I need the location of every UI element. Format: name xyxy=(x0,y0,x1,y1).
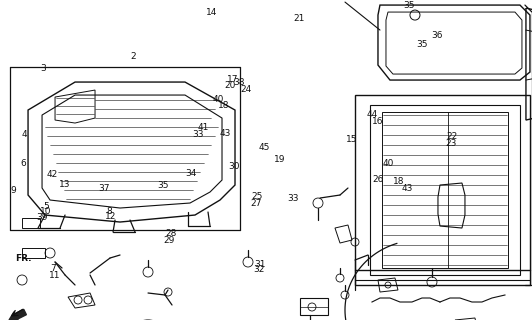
Text: 4: 4 xyxy=(21,130,27,139)
Text: 11: 11 xyxy=(49,271,61,280)
Text: 8: 8 xyxy=(106,207,112,216)
Text: 12: 12 xyxy=(105,212,116,221)
Text: 9: 9 xyxy=(11,186,16,195)
Text: 39: 39 xyxy=(36,213,48,222)
Text: 15: 15 xyxy=(346,135,358,144)
Text: 21: 21 xyxy=(293,14,304,23)
Text: 33: 33 xyxy=(287,194,299,203)
Text: 32: 32 xyxy=(253,265,264,274)
Text: 22: 22 xyxy=(447,132,458,141)
Text: 43: 43 xyxy=(220,129,231,138)
Text: 36: 36 xyxy=(431,31,443,40)
Text: 2: 2 xyxy=(130,52,136,60)
Text: 23: 23 xyxy=(446,139,457,148)
Text: 18: 18 xyxy=(218,101,230,110)
Text: 34: 34 xyxy=(185,169,196,178)
Text: 33: 33 xyxy=(193,130,204,139)
Text: 19: 19 xyxy=(274,155,286,164)
Text: 14: 14 xyxy=(206,8,217,17)
Text: 40: 40 xyxy=(213,95,224,104)
Text: 7: 7 xyxy=(51,264,56,273)
Text: 30: 30 xyxy=(229,162,240,171)
Text: 41: 41 xyxy=(198,123,209,132)
Text: 28: 28 xyxy=(165,229,176,238)
Text: 20: 20 xyxy=(225,81,236,90)
Text: 25: 25 xyxy=(252,192,263,201)
Text: 24: 24 xyxy=(240,85,251,94)
Text: 6: 6 xyxy=(20,159,26,168)
FancyArrow shape xyxy=(9,309,27,320)
Text: 26: 26 xyxy=(372,175,384,184)
Text: 43: 43 xyxy=(402,184,413,193)
Text: 17: 17 xyxy=(227,75,238,84)
Text: 40: 40 xyxy=(383,159,394,168)
Text: 27: 27 xyxy=(250,199,261,208)
Text: 44: 44 xyxy=(367,110,378,119)
Text: 42: 42 xyxy=(47,170,58,179)
Text: 31: 31 xyxy=(254,260,266,268)
Text: 29: 29 xyxy=(163,236,174,244)
Text: 10: 10 xyxy=(40,207,52,216)
Text: 45: 45 xyxy=(259,143,270,152)
Text: 3: 3 xyxy=(40,64,46,73)
Text: 35: 35 xyxy=(403,1,415,10)
Text: FR.: FR. xyxy=(15,254,31,263)
Text: 5: 5 xyxy=(44,202,49,211)
Text: 38: 38 xyxy=(233,78,245,87)
Text: 16: 16 xyxy=(372,117,384,126)
Text: 18: 18 xyxy=(393,177,404,186)
Text: 37: 37 xyxy=(98,184,110,193)
Text: 13: 13 xyxy=(59,180,70,189)
Text: 35: 35 xyxy=(157,181,169,190)
Text: 35: 35 xyxy=(416,40,428,49)
